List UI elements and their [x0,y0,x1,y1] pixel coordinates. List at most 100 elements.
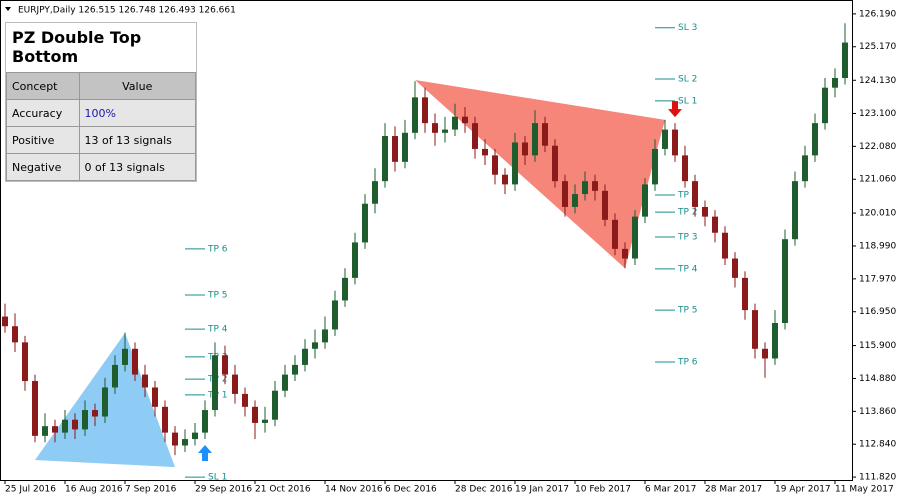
cell: Accuracy [6,99,80,127]
panel-table: Concept Value Accuracy 100% Positive 13 of … [6,72,197,181]
cell: 100% [78,99,197,127]
candle-body [682,155,688,182]
candle-body [712,216,718,233]
x-tick-label: 19 Jan 2017 [515,485,569,495]
candle-body [532,123,538,156]
y-tick-label: 122.080 [859,142,896,152]
x-tick-label: 19 Apr 2017 [775,485,831,495]
candle-body [462,116,468,124]
candle-body [292,364,298,375]
candle-body [632,216,638,259]
candle-body [822,87,828,124]
y-tick-label: 115.900 [859,341,896,351]
x-tick-label: 28 Mar 2017 [705,485,762,495]
candle-body [642,184,648,217]
y-tick-label: 117.970 [859,274,896,284]
candle-body [22,342,28,382]
candle-body [352,242,358,278]
level-label: SL 2 [678,74,697,84]
x-tick-label: 14 Nov 2016 [325,485,383,495]
x-tick-label: 21 Oct 2016 [255,485,311,495]
cell: 13 of 13 signals [78,126,197,154]
candle-body [622,248,628,259]
y-tick-label: 123.100 [859,109,896,119]
y-tick-label: 113.860 [859,407,896,417]
candle-body [572,194,578,207]
candle-body [762,348,768,359]
candle-body [552,145,558,182]
candle-body [512,142,518,185]
candle-body [372,181,378,204]
candle-body [272,390,278,420]
candle-body [452,116,458,130]
candle-body [522,142,528,156]
info-panel: PZ Double Top Bottom Concept Value Accura… [5,22,197,182]
level-label: SL 1 [678,96,697,106]
x-tick-label: 6 Mar 2017 [645,485,696,495]
candle-body [812,123,818,156]
candle-body [172,432,178,446]
candle-body [702,206,708,217]
candle-body [282,374,288,391]
candle-body [502,174,508,185]
x-tick-label: 16 Aug 2016 [65,485,123,495]
candle-body [142,374,148,388]
candle-body [802,155,808,182]
candle-body [162,406,168,433]
candle-body [322,329,328,343]
y-tick-label: 120.010 [859,209,896,219]
chart-header: EURJPY,Daily 126.515 126.748 126.493 126… [18,6,236,16]
candle-body [772,323,778,359]
candle-body [222,355,228,375]
candle-body [122,348,128,365]
candle-body [652,148,658,185]
y-tick-label: 114.880 [859,374,896,384]
candle-body [662,129,668,149]
y-tick-label: 111.820 [859,473,896,483]
y-tick-label: 125.170 [859,42,896,52]
candle-body [232,374,238,394]
candle-body [182,439,188,446]
y-tick-label: 121.060 [859,175,896,185]
candle-body [102,387,108,417]
candle-body [192,432,198,440]
candle-body [722,232,728,259]
level-label: TP 5 [677,306,698,316]
x-tick-label: 28 Dec 2016 [455,485,513,495]
candle-body [202,410,208,433]
candle-body [12,326,18,343]
y-tick-label: 116.950 [859,307,896,317]
pattern-triangle [415,79,665,269]
level-label: SL 3 [678,23,697,33]
candle-body [742,277,748,311]
x-tick-label: 29 Sep 2016 [195,485,252,495]
candle-body [72,419,78,430]
y-tick-label: 118.990 [859,241,896,251]
level-label: TP 5 [207,290,228,300]
plot-frame [0,0,853,481]
candle-body [332,300,338,330]
candle-body [302,348,308,365]
candle-body [242,393,248,407]
y-tick-label: 124.130 [859,76,896,86]
candle-body [582,181,588,195]
candle-body [32,381,38,436]
x-tick-label: 7 Sep 2016 [125,485,177,495]
candle-body [422,97,428,124]
level-label: TP 6 [677,358,698,368]
candle-body [692,181,698,207]
x-tick-label: 11 May 2017 [835,485,894,495]
candle-body [832,78,838,88]
candle-body [412,97,418,133]
candle-body [52,426,58,433]
candle-body [612,219,618,249]
candle-body [362,203,368,243]
candle-body [42,426,48,436]
candle-body [82,410,88,430]
candle-body [432,123,438,133]
level-label: TP 3 [677,232,698,242]
candle-body [2,316,8,327]
candle-body [262,419,268,423]
